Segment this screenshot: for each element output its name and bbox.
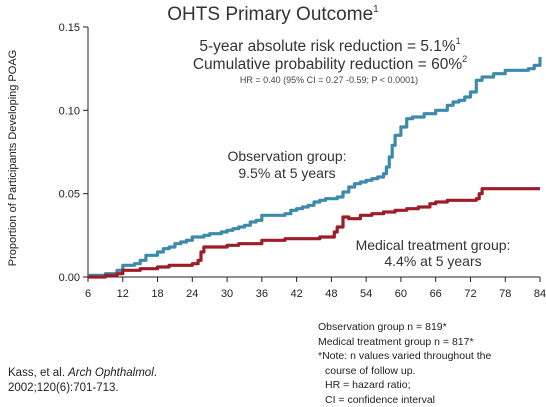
x-tick-label: 18: [151, 288, 163, 300]
y-tick-label: 0.10: [59, 105, 80, 117]
citation-line-1: Kass, et al. Arch Ophthalmol.: [8, 366, 157, 381]
x-tick-label: 78: [499, 288, 511, 300]
x-tick-label: 12: [117, 288, 129, 300]
x-tick-label: 48: [325, 288, 337, 300]
citation-period: .: [154, 367, 157, 379]
annotation-hazard-ratio: HR = 0.40 (95% CI = 0.27 -0.59; P < 0.00…: [240, 75, 418, 85]
x-tick-label: 66: [430, 288, 442, 300]
annotations: 5-year absolute risk reduction = 5.1%1 C…: [193, 36, 511, 269]
y-tick-label: 0.05: [59, 189, 80, 201]
x-tick-label: 6: [85, 288, 91, 300]
hr-definition: HR = hazard ratio;: [318, 378, 491, 393]
citation: Kass, et al. Arch Ophthalmol. 2002;120(6…: [8, 366, 157, 396]
observation-n: Observation group n = 819*: [318, 320, 491, 335]
citation-reference: 2002;120(6):701-713.: [8, 381, 157, 396]
sample-size-notes: Observation group n = 819* Medical treat…: [318, 320, 491, 407]
x-tick-label: 84: [534, 288, 546, 300]
annotation-probability-reduction: Cumulative probability reduction = 60%2: [193, 54, 467, 73]
annotation-risk-reduction: 5-year absolute risk reduction = 5.1%1: [199, 36, 460, 55]
note-line-1: *Note: n values varied throughout the: [318, 349, 491, 364]
citation-authors: Kass, et al.: [8, 367, 65, 379]
observation-group-label-line1: Observation group:: [227, 148, 346, 164]
treatment-n: Medical treatment group n = 817*: [318, 335, 491, 350]
x-tick-label: 36: [256, 288, 268, 300]
treatment-group-label-line1: Medical treatment group:: [356, 237, 511, 253]
x-tick-label: 60: [395, 288, 407, 300]
treatment-group-label-line2: 4.4% at 5 years: [384, 253, 481, 269]
x-tick-label: 72: [464, 288, 476, 300]
citation-journal: Arch Ophthalmol: [68, 367, 154, 379]
x-tick-label: 30: [221, 288, 233, 300]
ci-definition: CI = confidence interval: [318, 393, 491, 407]
x-tick-label: 54: [360, 288, 372, 300]
observation-group-label-line2: 9.5% at 5 years: [238, 165, 335, 181]
x-tick-label: 42: [290, 288, 302, 300]
y-tick-label: 0.00: [59, 272, 80, 284]
chart-plot: 6 12 18 24 30 36 42 48 54 60 66 72 78 84 0.00 0.05 0.10 0…: [0, 0, 546, 310]
note-line-2: course of follow up.: [318, 364, 491, 379]
y-tick-label: 0.15: [59, 22, 80, 34]
x-tick-label: 24: [186, 288, 198, 300]
